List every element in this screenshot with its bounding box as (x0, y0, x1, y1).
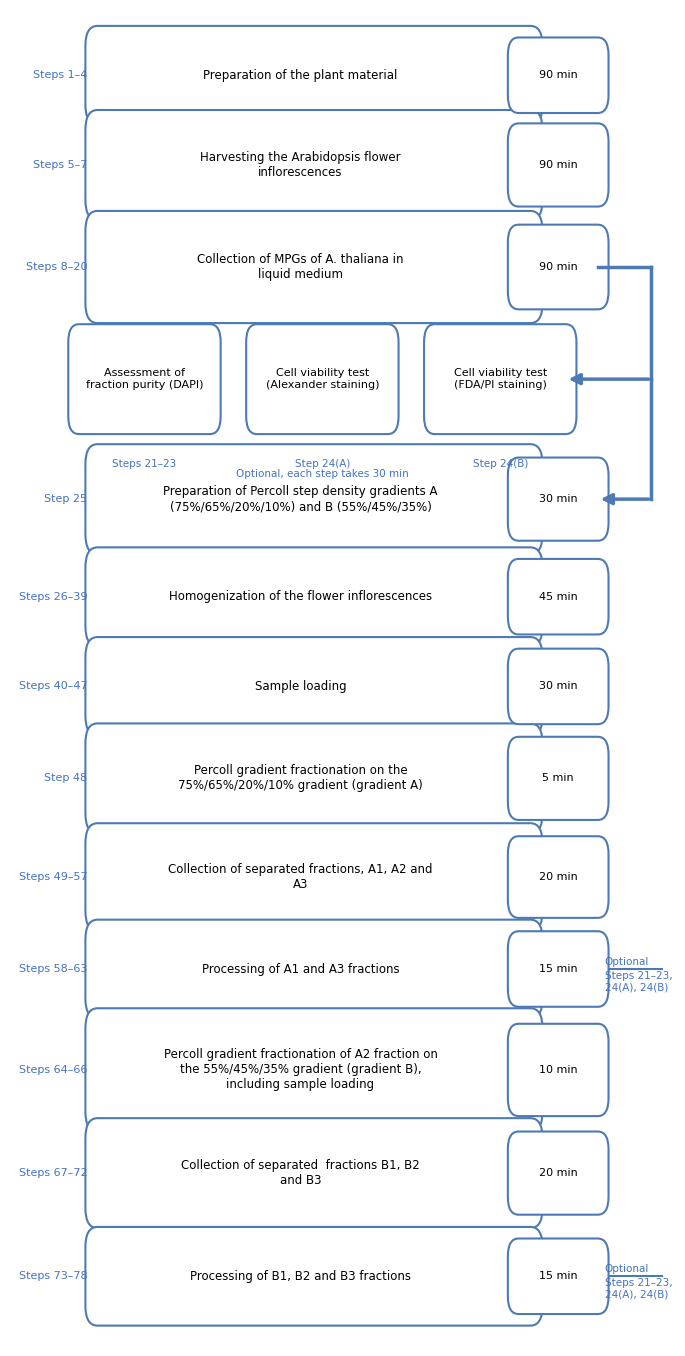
Text: Steps 26–39: Steps 26–39 (19, 591, 88, 602)
Text: Step 24(B): Step 24(B) (473, 458, 528, 469)
Text: Collection of MPGs of A. thaliana in
liquid medium: Collection of MPGs of A. thaliana in liq… (197, 254, 403, 281)
Text: Steps 49–57: Steps 49–57 (18, 872, 88, 881)
Text: Steps 5–7: Steps 5–7 (33, 160, 88, 170)
Text: 15 min: 15 min (539, 964, 577, 974)
Text: Steps 40–47: Steps 40–47 (18, 682, 88, 692)
Text: Assessment of
fraction purity (DAPI): Assessment of fraction purity (DAPI) (86, 369, 203, 391)
Text: Cell viability test
(Alexander staining): Cell viability test (Alexander staining) (266, 369, 379, 391)
Text: Steps 21–23,
24(A), 24(B): Steps 21–23, 24(A), 24(B) (604, 971, 672, 993)
FancyBboxPatch shape (508, 123, 608, 206)
Text: Sample loading: Sample loading (255, 679, 347, 693)
Text: 90 min: 90 min (539, 262, 577, 273)
FancyBboxPatch shape (86, 212, 543, 323)
Text: Step 48: Step 48 (45, 773, 88, 784)
Text: Steps 8–20: Steps 8–20 (26, 262, 88, 273)
FancyBboxPatch shape (508, 1024, 608, 1116)
Text: Steps 1–4: Steps 1–4 (33, 71, 88, 80)
Text: 30 min: 30 min (539, 682, 577, 692)
Text: Preparation of the plant material: Preparation of the plant material (203, 69, 398, 81)
Text: Percoll gradient fractionation on the
75%/65%/20%/10% gradient (gradient A): Percoll gradient fractionation on the 75… (178, 765, 423, 792)
FancyBboxPatch shape (508, 1131, 608, 1215)
Text: Percoll gradient fractionation of A2 fraction on
the 55%/45%/35% gradient (gradi: Percoll gradient fractionation of A2 fra… (164, 1048, 438, 1092)
Text: Collection of separated  fractions B1, B2
and B3: Collection of separated fractions B1, B2… (181, 1159, 420, 1186)
FancyBboxPatch shape (86, 110, 543, 220)
Text: Processing of A1 and A3 fractions: Processing of A1 and A3 fractions (201, 963, 399, 975)
Text: 15 min: 15 min (539, 1272, 577, 1281)
FancyBboxPatch shape (86, 919, 543, 1018)
Text: 90 min: 90 min (539, 160, 577, 170)
Text: 20 min: 20 min (539, 872, 577, 881)
FancyBboxPatch shape (68, 324, 221, 434)
Text: Steps 58–63: Steps 58–63 (19, 964, 88, 974)
FancyBboxPatch shape (508, 932, 608, 1006)
FancyBboxPatch shape (86, 637, 543, 736)
Text: Processing of B1, B2 and B3 fractions: Processing of B1, B2 and B3 fractions (190, 1269, 411, 1283)
Text: Collection of separated fractions, A1, A2 and
A3: Collection of separated fractions, A1, A… (169, 862, 433, 891)
Text: Steps 21–23,
24(A), 24(B): Steps 21–23, 24(A), 24(B) (604, 1279, 672, 1300)
FancyBboxPatch shape (86, 445, 543, 555)
FancyBboxPatch shape (86, 823, 543, 930)
Text: Homogenization of the flower inflorescences: Homogenization of the flower inflorescen… (169, 590, 432, 603)
Text: 10 min: 10 min (539, 1064, 577, 1075)
Text: 30 min: 30 min (539, 494, 577, 504)
Text: 20 min: 20 min (539, 1168, 577, 1178)
FancyBboxPatch shape (86, 1009, 543, 1132)
Text: Step 24(A): Step 24(A) (295, 458, 350, 469)
Text: Cell viability test
(FDA/PI staining): Cell viability test (FDA/PI staining) (453, 369, 547, 391)
FancyBboxPatch shape (86, 723, 543, 834)
FancyBboxPatch shape (424, 324, 577, 434)
FancyBboxPatch shape (508, 38, 608, 113)
FancyBboxPatch shape (508, 559, 608, 635)
Text: Steps 67–72: Steps 67–72 (18, 1168, 88, 1178)
FancyBboxPatch shape (508, 736, 608, 820)
FancyBboxPatch shape (508, 457, 608, 541)
FancyBboxPatch shape (86, 1119, 543, 1229)
Text: Steps 73–78: Steps 73–78 (18, 1272, 88, 1281)
FancyBboxPatch shape (508, 1238, 608, 1314)
FancyBboxPatch shape (508, 648, 608, 724)
Text: Harvesting the Arabidopsis flower
inflorescences: Harvesting the Arabidopsis flower inflor… (200, 151, 401, 179)
Text: Optional, each step takes 30 min: Optional, each step takes 30 min (236, 469, 409, 479)
Text: Step 25: Step 25 (45, 494, 88, 504)
FancyBboxPatch shape (246, 324, 399, 434)
Text: Optional: Optional (604, 1264, 649, 1275)
FancyBboxPatch shape (508, 225, 608, 309)
FancyBboxPatch shape (508, 837, 608, 918)
FancyBboxPatch shape (86, 26, 543, 125)
Text: 45 min: 45 min (539, 591, 577, 602)
Text: Steps 64–66: Steps 64–66 (19, 1064, 88, 1075)
Text: 90 min: 90 min (539, 71, 577, 80)
FancyBboxPatch shape (86, 1227, 543, 1326)
Text: Preparation of Percoll step density gradients A
(75%/65%/20%/10%) and B (55%/45%: Preparation of Percoll step density grad… (163, 485, 438, 513)
Text: Optional: Optional (604, 957, 649, 967)
Text: 5 min: 5 min (543, 773, 574, 784)
Text: Steps 21–23: Steps 21–23 (112, 458, 177, 469)
FancyBboxPatch shape (86, 548, 543, 645)
